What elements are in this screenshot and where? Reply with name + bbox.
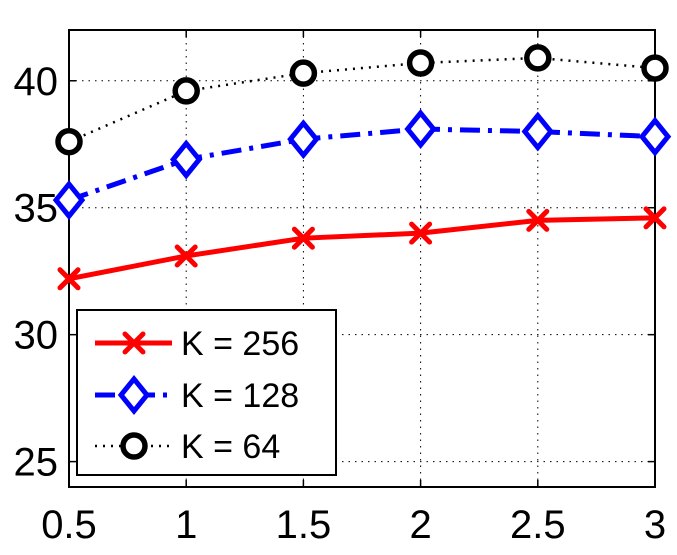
x-tick-label: 1.5 [276,503,332,547]
data-point [406,49,435,77]
data-point [287,119,320,160]
data-point [641,54,669,82]
legend-marker [120,432,148,460]
data-point [404,109,437,149]
y-tick-label: 35 [14,187,59,231]
data-point [169,139,203,180]
x-tick-label: 2.5 [510,503,566,547]
y-tick-label: 40 [14,60,59,104]
series-2 [55,44,669,156]
data-point [172,77,200,105]
data-point [55,127,83,156]
legend-label: K = 128 [181,377,299,415]
data-point [638,116,672,157]
series-line [68,126,656,203]
data-point [643,206,667,230]
series-line [68,215,656,282]
data-point [524,44,552,72]
legend-marker [122,331,146,355]
legend-label: K = 256 [181,325,299,363]
data-point [409,221,433,245]
data-point [52,180,86,221]
y-tick-label: 25 [14,441,59,485]
x-tick-label: 0.5 [41,503,97,547]
data-point [526,208,550,232]
legend: K = 256 K = 128 K = 64 [76,309,337,476]
legend-label: K = 64 [181,428,280,466]
data-point [57,267,81,291]
data-point [289,59,318,87]
data-point [174,244,198,268]
y-tick-label: 30 [14,314,59,358]
series-group [52,44,672,291]
x-tick-label: 3 [644,503,666,547]
axis-ticks: 0.5 1 1.5 2 2.5 3 25 30 35 40 [14,30,666,547]
series-line [68,56,656,143]
data-point [291,226,315,250]
series-1 [52,109,672,221]
data-point [521,111,555,152]
x-tick-label: 2 [409,503,431,547]
plot-area-border [68,29,656,488]
series-0 [57,206,667,291]
x-tick-label: 1 [175,503,197,547]
legend-marker [117,375,151,415]
